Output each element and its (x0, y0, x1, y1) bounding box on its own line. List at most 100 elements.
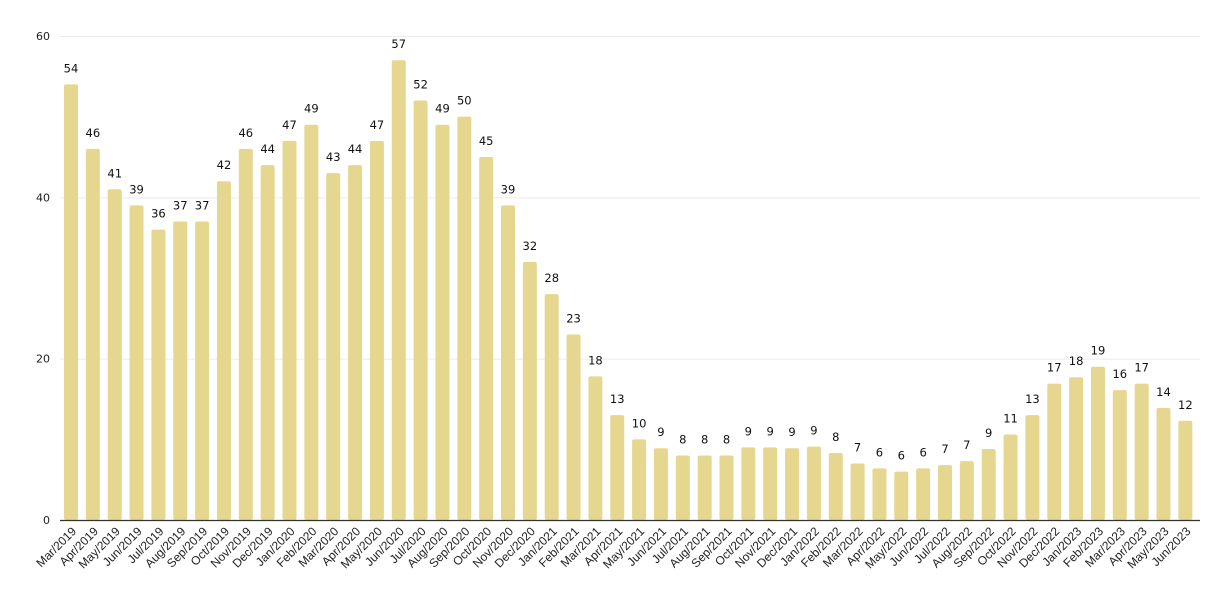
bar-value-label: 7 (854, 441, 861, 455)
y-axis-ticks: 0 20 40 60 (36, 30, 50, 527)
bar (326, 173, 341, 520)
bar (610, 415, 625, 520)
bar (675, 455, 690, 520)
bar-value-label: 57 (391, 37, 406, 51)
bar (369, 140, 384, 520)
bar-value-label: 39 (129, 182, 144, 196)
bar-value-label: 43 (326, 150, 341, 164)
bar (1156, 407, 1171, 520)
bar (741, 447, 756, 520)
bar-value-label: 6 (919, 445, 926, 459)
bar-value-label: 19 (1091, 344, 1106, 358)
bar (151, 229, 166, 520)
bar-value-label: 41 (107, 166, 122, 180)
bar (260, 165, 275, 521)
bar-value-label: 42 (217, 158, 232, 172)
bar (1047, 383, 1062, 520)
bar-value-label: 9 (657, 425, 664, 439)
bar-value-label: 28 (544, 271, 559, 285)
bar (588, 376, 603, 520)
bar (763, 447, 778, 520)
bar (719, 455, 734, 520)
bar-value-label: 7 (963, 438, 970, 452)
bar-value-label: 9 (745, 424, 752, 438)
bar-value-label: 37 (173, 199, 188, 213)
bar-value-label: 46 (238, 126, 253, 140)
bar-value-label: 46 (86, 126, 101, 140)
bar-value-label: 39 (501, 182, 516, 196)
bar-value-label: 49 (304, 102, 319, 116)
bar-value-label: 47 (370, 118, 385, 132)
bar (216, 181, 231, 520)
y-tick-label: 20 (36, 353, 50, 366)
bar (85, 148, 100, 520)
bar-value-label: 44 (348, 142, 363, 156)
bar (282, 140, 297, 520)
bar (129, 205, 144, 520)
bar (501, 205, 515, 520)
bar-value-label: 52 (413, 78, 428, 92)
bars (64, 60, 1193, 521)
bar-value-label: 17 (1134, 361, 1149, 375)
bar-value-label: 8 (832, 430, 839, 444)
value-labels: 54 46 41 39 36 37 37 42 46 44 47 49 43 44 47 57 52 49 50 45… (64, 37, 1193, 462)
bar-value-label: 10 (632, 416, 647, 430)
bar (981, 449, 996, 520)
bar (1178, 420, 1193, 520)
bar-value-label: 8 (723, 432, 730, 446)
bar (1134, 383, 1149, 520)
bar-value-label: 49 (435, 102, 450, 116)
bar-value-label: 8 (701, 432, 708, 446)
bar (653, 448, 668, 520)
bar (195, 221, 210, 521)
bar-value-label: 18 (588, 353, 603, 367)
bar (1069, 377, 1084, 520)
bar-value-label: 9 (810, 424, 817, 438)
bar-value-label: 13 (1025, 392, 1040, 406)
bar (632, 439, 647, 520)
bar (173, 221, 188, 521)
bar (457, 116, 472, 521)
bar (435, 124, 450, 520)
bar (544, 294, 559, 520)
bar-value-label: 7 (941, 442, 948, 456)
bar-value-label: 14 (1156, 385, 1171, 399)
bar (806, 446, 821, 520)
bar-value-label: 9 (788, 425, 795, 439)
bar (479, 157, 494, 520)
y-tick-label: 0 (43, 514, 50, 527)
bar-value-label: 50 (457, 94, 472, 108)
bar-value-label: 18 (1069, 354, 1084, 368)
bar (959, 461, 974, 520)
y-tick-label: 40 (36, 191, 50, 204)
bar (522, 261, 537, 520)
bar (348, 165, 363, 521)
gridlines (60, 36, 1200, 360)
bar (828, 453, 843, 520)
bar (391, 60, 406, 520)
bar-value-label: 9 (985, 426, 992, 440)
bar (304, 124, 319, 520)
x-axis-ticks: Mar/2019Apr/2019May/2019Jun/2019Jul/2019… (33, 524, 1193, 571)
bar-value-label: 23 (566, 311, 581, 325)
bar (413, 100, 428, 521)
bar-value-label: 36 (151, 207, 166, 221)
bar (872, 468, 887, 520)
bar (64, 84, 78, 521)
bar-value-label: 54 (64, 61, 79, 75)
bar-value-label: 44 (260, 142, 275, 156)
bar (1003, 434, 1018, 520)
bar (894, 471, 909, 520)
bar (938, 465, 952, 520)
bar (1112, 390, 1127, 520)
bar-value-label: 45 (479, 134, 494, 148)
bar-value-label: 6 (898, 449, 905, 463)
bar-value-label: 16 (1112, 367, 1127, 381)
bar-value-label: 8 (679, 432, 686, 446)
bar-value-label: 11 (1003, 411, 1018, 425)
bar-value-label: 17 (1047, 361, 1062, 375)
bar (916, 468, 931, 520)
bar-value-label: 47 (282, 118, 297, 132)
bar-value-label: 12 (1178, 398, 1193, 412)
